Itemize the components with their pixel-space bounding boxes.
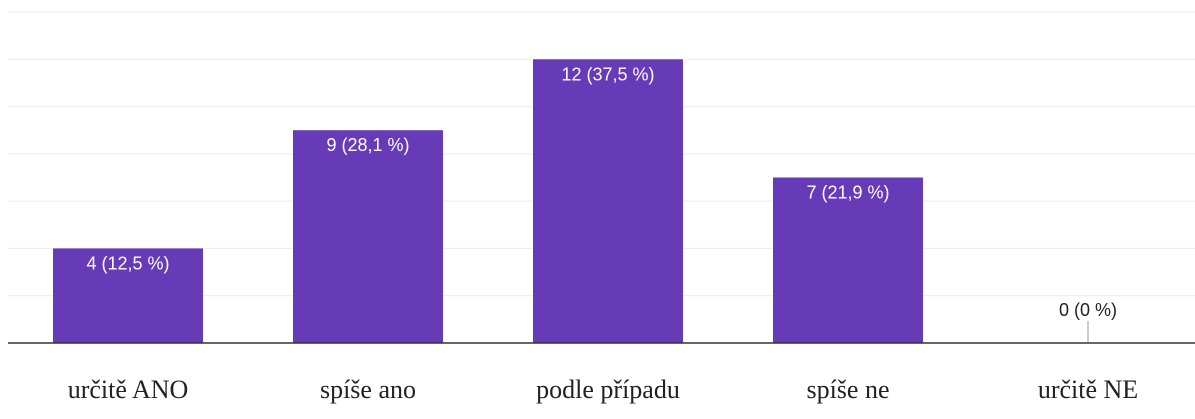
data-label: 0 (0 %) <box>1059 300 1117 320</box>
category-labels: určitě ANO spíše ano podle případu spíše ne… <box>68 375 1138 404</box>
data-label: 12 (37,5 %) <box>561 64 654 84</box>
category-label: spíše ano <box>320 375 416 404</box>
category-label: podle případu <box>536 375 680 404</box>
category-label: určitě ANO <box>68 375 189 404</box>
bar <box>53 248 203 343</box>
data-label: 4 (12,5 %) <box>86 253 169 273</box>
bar <box>533 59 683 344</box>
category-label: určitě NE <box>1038 375 1138 404</box>
bar <box>293 130 443 343</box>
category-label: spíše ne <box>806 375 889 404</box>
bar <box>773 177 923 343</box>
data-labels: 4 (12,5 %) 9 (28,1 %) 12 (37,5 %) 7 (21,9 %… <box>86 64 1117 320</box>
data-label: 7 (21,9 %) <box>806 183 889 203</box>
bars <box>53 59 1089 344</box>
data-label: 9 (28,1 %) <box>326 135 409 155</box>
